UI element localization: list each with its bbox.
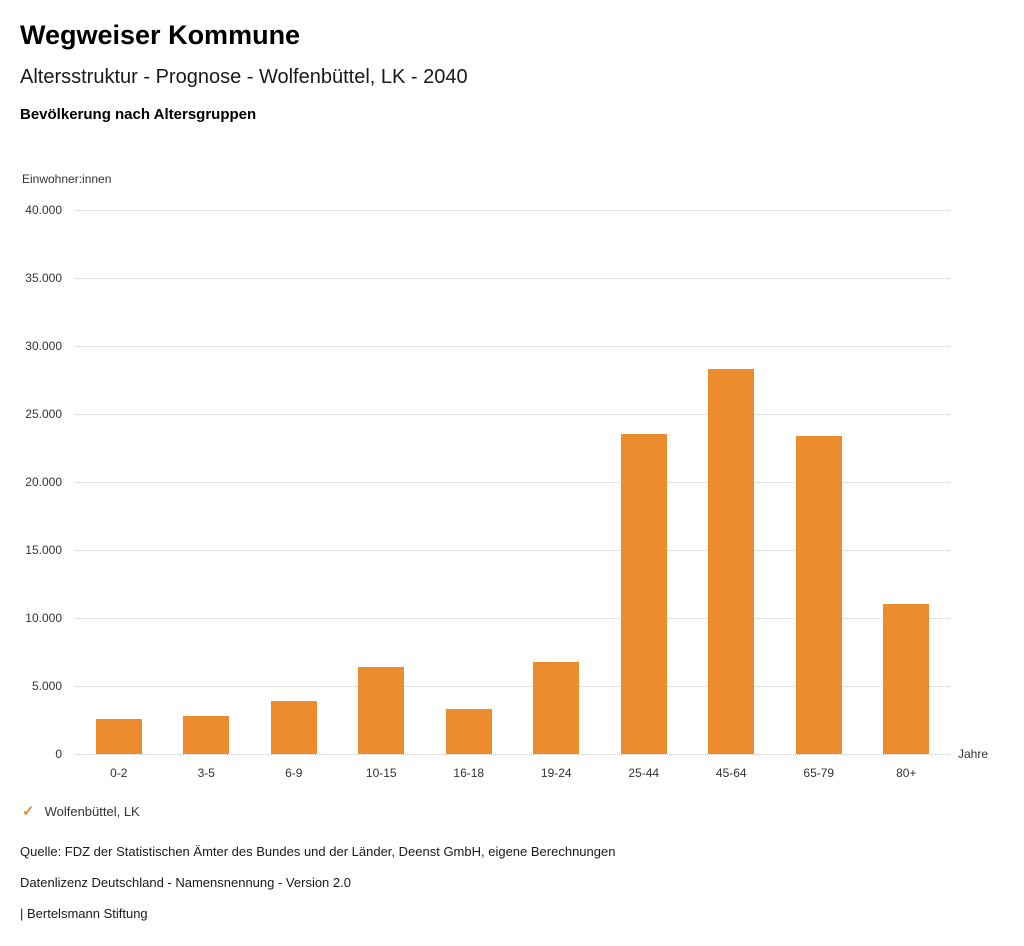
gridline — [75, 414, 950, 415]
x-tick-label: 0-2 — [110, 766, 128, 780]
y-tick-label: 25.000 — [25, 407, 62, 421]
source-text: Quelle: FDZ der Statistischen Ämter des … — [20, 844, 616, 859]
y-tick-label: 5.000 — [31, 679, 62, 693]
x-tick-label: 25-44 — [628, 766, 660, 780]
legend-label: Wolfenbüttel, LK — [44, 804, 140, 819]
bar-25-44[interactable] — [620, 434, 667, 754]
y-tick-label: 0 — [55, 747, 62, 761]
gridline — [75, 686, 950, 687]
bar-3-5[interactable] — [183, 715, 230, 754]
x-tick-label: 45-64 — [715, 766, 747, 780]
x-tick-label: 19-24 — [540, 766, 572, 780]
x-tick-label: 6-9 — [285, 766, 303, 780]
bar-16-18[interactable] — [445, 709, 492, 754]
y-tick-label: 35.000 — [25, 271, 62, 285]
y-axis-title: Einwohner:innen — [22, 172, 112, 186]
y-tick-label: 20.000 — [25, 475, 62, 489]
y-tick-label: 30.000 — [25, 339, 62, 353]
y-tick-label: 15.000 — [25, 543, 62, 557]
x-tick-label: 80+ — [896, 766, 917, 780]
x-tick-label: 16-18 — [453, 766, 485, 780]
bar-6-9[interactable] — [270, 700, 317, 754]
x-tick-label: 65-79 — [803, 766, 835, 780]
chart-heading: Bevölkerung nach Altersgruppen — [20, 106, 257, 123]
bar-80+[interactable] — [883, 604, 930, 754]
legend-item[interactable]: ✓ Wolfenbüttel, LK — [22, 804, 140, 819]
bar-0-2[interactable] — [95, 718, 142, 754]
gridline — [75, 346, 950, 347]
gridline — [75, 550, 950, 551]
x-tick-label: 3-5 — [197, 766, 215, 780]
x-tick-label: 10-15 — [365, 766, 397, 780]
bar-65-79[interactable] — [795, 435, 842, 754]
gridline — [75, 618, 950, 619]
gridline — [75, 278, 950, 279]
attribution-text: | Bertelsmann Stiftung — [20, 906, 148, 921]
x-axis-title: Jahre — [958, 747, 989, 761]
gridline — [75, 754, 950, 755]
license-text: Datenlizenz Deutschland - Namensnennung … — [20, 875, 351, 890]
bar-45-64[interactable] — [708, 369, 755, 754]
legend-check-icon: ✓ — [22, 803, 35, 820]
y-tick-label: 40.000 — [25, 203, 62, 217]
y-tick-label: 10.000 — [25, 611, 62, 625]
gridline — [75, 210, 950, 211]
plot-area: 0 5.000 10.000 15.000 20.000 25.000 30.000 35.0… — [25, 203, 950, 780]
bar-10-15[interactable] — [358, 666, 405, 754]
chart-subtitle: Altersstruktur - Prognose - Wolfenbüttel… — [20, 66, 468, 88]
gridline — [75, 482, 950, 483]
page-title: Wegweiser Kommune — [20, 20, 301, 50]
bar-19-24[interactable] — [533, 661, 580, 754]
